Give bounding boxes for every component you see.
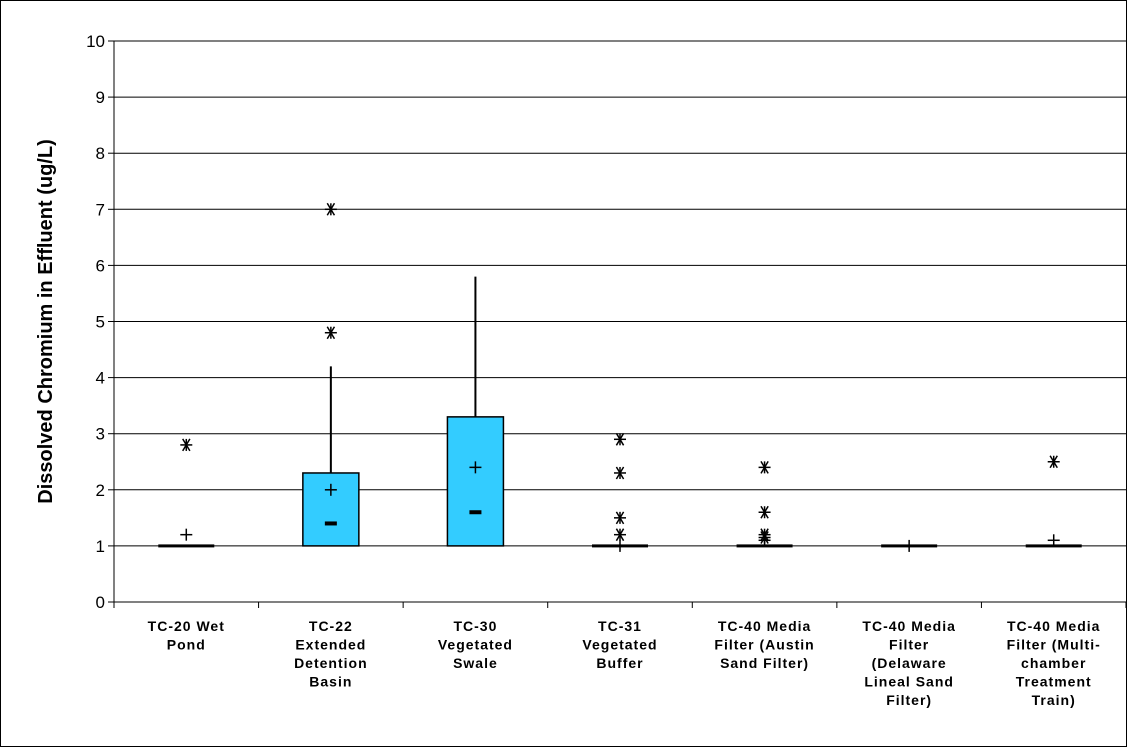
category-label: TC-30 Vegetated Swale [438,618,513,671]
box [158,544,215,548]
y-tick-label: 6 [96,256,105,275]
y-tick-label: 8 [96,144,105,163]
y-tick-label: 4 [96,369,105,388]
category-label: TC-40 Media Filter (Multi-chamber Treatmen… [1007,618,1101,708]
y-tick-label: 7 [96,200,105,219]
category-label: TC-22 Extended Detention Basin [294,618,368,690]
category-label: TC-40 Media Filter (Austin Sand Filter) [714,618,814,671]
category-label: TC-31 Vegetated Buffer [582,618,657,671]
outlier-point [324,326,337,340]
y-tick-label: 1 [96,537,105,556]
y-tick-label: 10 [86,32,105,51]
category-label: TC-20 Wet Pond [148,618,225,653]
median-mark [324,521,337,526]
outlier-point [614,466,626,480]
box [446,416,505,547]
outlier-point [614,511,626,525]
outlier-point [614,432,626,446]
y-tick-label: 9 [96,88,105,107]
y-tick-label: 2 [96,481,105,500]
category-label: TC-40 Media Filter (Delaware Lineal Sand Fil… [862,618,955,708]
outlier-point [614,528,626,542]
outlier-point [1047,455,1060,469]
outlier-point [758,460,771,474]
outlier-point [324,202,337,216]
outlier-point [180,438,193,452]
y-tick-label: 5 [96,313,105,332]
outlier-point [758,528,771,542]
y-tick-label: 3 [96,425,105,444]
median-mark [469,510,482,515]
y-tick-label: 0 [96,593,105,612]
outlier-point [758,505,771,519]
y-axis-title: Dissolved Chromium in Effluent (ug/L) [35,139,57,503]
